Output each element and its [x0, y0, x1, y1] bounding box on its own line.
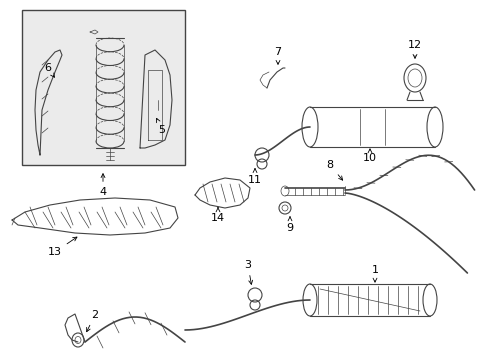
Text: 3: 3 — [244, 260, 252, 284]
Text: 14: 14 — [210, 207, 224, 223]
Text: 13: 13 — [48, 237, 77, 257]
Text: 9: 9 — [286, 217, 293, 233]
Text: 8: 8 — [326, 160, 342, 180]
Text: 6: 6 — [44, 63, 54, 77]
Text: 12: 12 — [407, 40, 421, 58]
Text: 11: 11 — [247, 169, 262, 185]
Bar — [22, 10, 184, 165]
Text: 10: 10 — [362, 149, 376, 163]
Text: 4: 4 — [99, 174, 106, 197]
Text: 1: 1 — [371, 265, 378, 282]
Text: 5: 5 — [156, 118, 165, 135]
Text: 2: 2 — [86, 310, 99, 332]
Text: 7: 7 — [274, 47, 281, 64]
